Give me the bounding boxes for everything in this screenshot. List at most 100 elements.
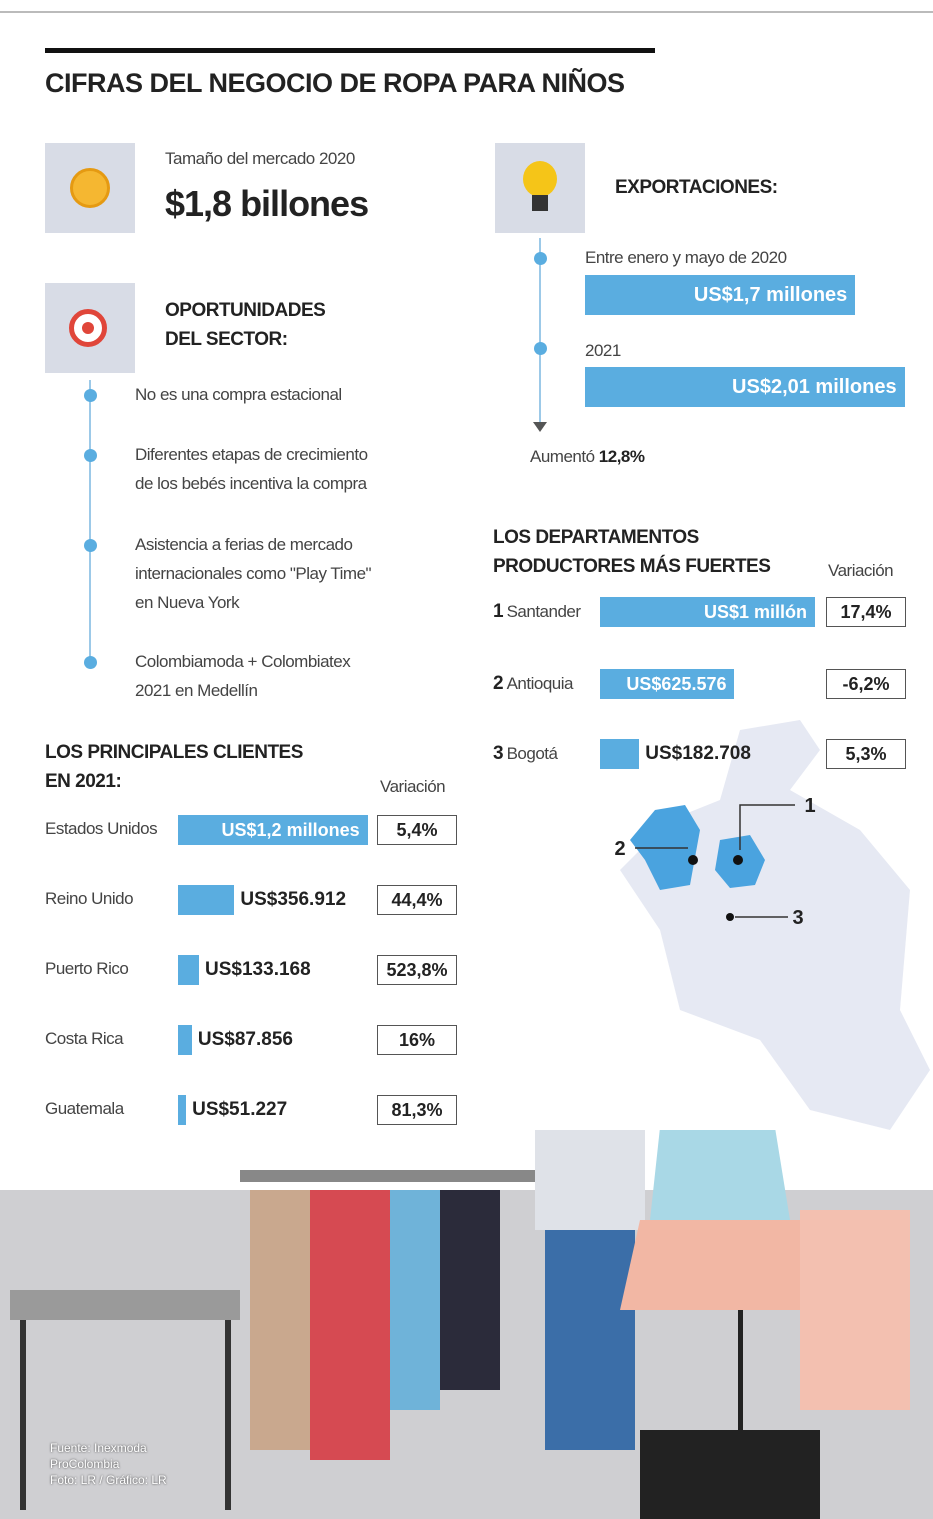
market-value: $1,8 billones	[165, 183, 368, 225]
bar	[178, 885, 234, 915]
text-line: 2021 en Medellín	[135, 676, 350, 705]
dot	[534, 252, 547, 265]
country: Estados Unidos	[45, 819, 157, 839]
text-line: Colombiamoda + Colombiatex	[135, 647, 350, 676]
title-rule	[45, 48, 655, 53]
exports-title: EXPORTACIONES:	[615, 173, 778, 202]
arrow-head	[533, 422, 547, 432]
variation: 81,3%	[377, 1095, 457, 1125]
bar: US$625.576	[600, 669, 734, 699]
departments-title: LOS DEPARTAMENTOS PRODUCTORES MÁS FUERTE…	[493, 523, 770, 581]
growth-value: 12,8%	[599, 447, 645, 466]
bar	[178, 955, 199, 985]
dot	[84, 656, 97, 669]
value-label: US$182.708	[645, 743, 751, 765]
bar-row: US$182.708	[600, 738, 751, 770]
title-line: DEL SECTOR:	[165, 325, 325, 354]
text-line: de los bebés incentiva la compra	[135, 469, 368, 498]
value-label: US$51.227	[192, 1099, 287, 1121]
name: Antioquia	[507, 674, 573, 693]
text-line: No es una compra estacional	[135, 380, 342, 409]
country: Puerto Rico	[45, 959, 128, 979]
value-label: US$356.912	[240, 889, 346, 911]
bar-row: US$51.227	[178, 1094, 287, 1126]
dot	[534, 342, 547, 355]
map-label: 3	[792, 907, 803, 929]
source: ProColombia	[50, 1456, 167, 1472]
bar-row: US$87.856	[178, 1024, 293, 1056]
name: Santander	[507, 602, 581, 621]
timeline	[539, 238, 541, 426]
value-label: US$2,01 millones	[732, 376, 905, 399]
bar-row: US$625.576	[600, 668, 734, 700]
country: Guatemala	[45, 1099, 124, 1119]
dot	[84, 389, 97, 402]
map-label: 2	[614, 838, 625, 860]
map: 1 2 3	[560, 710, 933, 1140]
title: CIFRAS DEL NEGOCIO DE ROPA PARA NIÑOS	[45, 68, 625, 99]
opportunity: No es una compra estacional	[135, 380, 342, 409]
value-label: US$1,7 millones	[694, 284, 855, 307]
variation: 523,8%	[377, 955, 457, 985]
top-rule	[0, 11, 933, 13]
dot	[84, 449, 97, 462]
variation: 5,3%	[826, 739, 906, 769]
bar-row: US$1,2 millones	[178, 814, 368, 846]
bar	[600, 739, 639, 769]
variation-header: Variación	[828, 556, 893, 585]
dot	[84, 539, 97, 552]
text-line: Asistencia a ferias de mercado	[135, 530, 371, 559]
rank: 2	[493, 673, 504, 694]
rank: 1	[493, 601, 504, 622]
title-line: OPORTUNIDADES	[165, 296, 325, 325]
text-line: en Nueva York	[135, 588, 371, 617]
bar: US$1 millón	[600, 597, 815, 627]
value-label: US$87.856	[198, 1029, 293, 1051]
clients-title: LOS PRINCIPALES CLIENTES EN 2021:	[45, 738, 303, 796]
title-line: EN 2021:	[45, 767, 303, 796]
title-line: LOS DEPARTAMENTOS	[493, 523, 770, 552]
source: Fuente: Inexmoda	[50, 1440, 167, 1456]
rank: 3	[493, 743, 504, 764]
variation: -6,2%	[826, 669, 906, 699]
map-label: 1	[804, 795, 815, 817]
title-line: PRODUCTORES MÁS FUERTES	[493, 552, 770, 581]
variation-header: Variación	[380, 772, 445, 801]
bar-row: US$133.168	[178, 954, 311, 986]
credit: Foto: LR / Gráfico: LR	[50, 1472, 167, 1488]
text-line: Diferentes etapas de crecimiento	[135, 440, 368, 469]
bar-row: US$1 millón	[600, 596, 815, 628]
variation: 17,4%	[826, 597, 906, 627]
bar	[178, 1095, 186, 1125]
growth-label: Aumentó	[530, 447, 595, 466]
value-label: US$1,2 millones	[222, 820, 368, 841]
coin-icon	[45, 143, 135, 233]
name: Bogotá	[507, 744, 558, 763]
bar: US$2,01 millones	[585, 367, 905, 407]
period-label: Entre enero y mayo de 2020	[585, 243, 787, 272]
bar: US$1,2 millones	[178, 815, 368, 845]
infographic: CIFRAS DEL NEGOCIO DE ROPA PARA NIÑOS Ta…	[0, 0, 933, 1519]
growth: Aumentó 12,8%	[530, 442, 644, 471]
bulb-icon	[495, 143, 585, 233]
timeline	[89, 380, 91, 665]
period-label: 2021	[585, 336, 621, 365]
value-label: US$625.576	[626, 674, 734, 695]
country: Reino Unido	[45, 889, 133, 909]
variation: 44,4%	[377, 885, 457, 915]
bar-row: US$356.912	[178, 884, 346, 916]
target-icon	[45, 283, 135, 373]
country: Costa Rica	[45, 1029, 123, 1049]
opportunities-title: OPORTUNIDADES DEL SECTOR:	[165, 296, 325, 354]
variation: 5,4%	[377, 815, 457, 845]
footer: Fuente: Inexmoda ProColombia Foto: LR / …	[50, 1440, 167, 1488]
text-line: internacionales como "Play Time"	[135, 559, 371, 588]
value-label: US$1 millón	[704, 602, 815, 623]
bar: US$1,7 millones	[585, 275, 855, 315]
